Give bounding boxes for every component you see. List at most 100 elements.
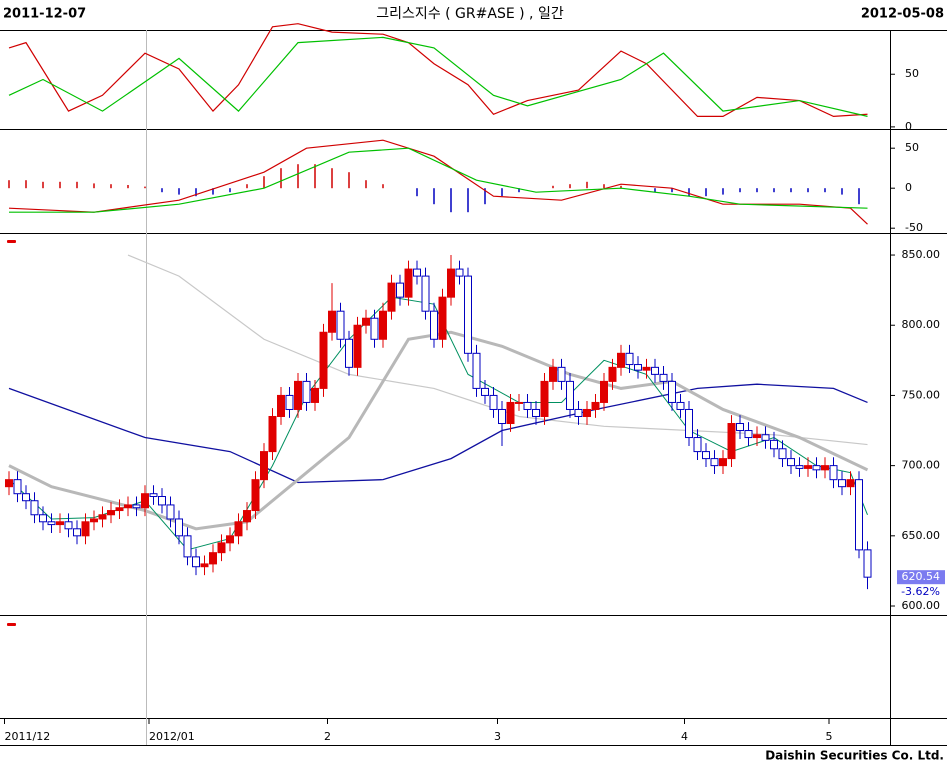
line [127, 254, 868, 446]
candle-body [404, 268, 413, 298]
candle-body [455, 268, 464, 277]
candle-body [583, 408, 591, 417]
candle-body [5, 479, 13, 488]
candle-body [30, 500, 39, 516]
chart-title: 그리스지수 ( GR#ASE ) , 일간 [376, 6, 564, 22]
candle-body [319, 331, 328, 389]
candle-body [90, 518, 98, 523]
candle-body [778, 448, 787, 460]
candle-body [591, 401, 600, 410]
candle-body [685, 408, 693, 439]
candle-body [345, 338, 353, 368]
candle-body [489, 394, 498, 410]
candle-body [795, 465, 804, 469]
candle-body [472, 352, 481, 389]
start-date: 2011-12-07 [3, 7, 86, 22]
x-tick-label: 3 [494, 730, 501, 743]
y-tick-label: 600.00 [902, 599, 941, 612]
candle-body [183, 535, 192, 558]
candle-body [209, 552, 217, 565]
candle-body [838, 479, 846, 488]
last-price: 620.54 [902, 570, 941, 583]
candle-body [251, 479, 260, 512]
candle-body [549, 366, 557, 382]
candle-body [56, 521, 64, 526]
candle-body [668, 380, 676, 403]
candle-body [107, 510, 115, 516]
candle-body [64, 521, 73, 530]
candle-body [226, 535, 234, 544]
candle-body [39, 514, 47, 523]
x-tick-label: 5 [826, 730, 833, 743]
candle-body [642, 366, 651, 371]
candle-body [753, 434, 761, 439]
candle-body [379, 310, 387, 340]
candle-body [13, 479, 22, 495]
candle-body [693, 437, 702, 453]
candle-body [124, 504, 132, 509]
candle-body [430, 310, 438, 340]
candle-body [115, 507, 124, 512]
candle-body [98, 514, 107, 520]
line [8, 139, 868, 225]
candle-body [736, 423, 744, 432]
x-tick-label: 2012/01 [149, 730, 195, 743]
candle-body [863, 549, 872, 578]
candle-body [149, 493, 158, 498]
candle-body [532, 408, 540, 417]
candle-body [846, 479, 855, 488]
end-date: 2012-05-08 [861, 7, 944, 22]
y-tick-label: -50 [905, 221, 923, 234]
line [9, 147, 868, 213]
y-tick-label: 0 [905, 120, 912, 133]
y-tick-label: 850.00 [902, 248, 941, 261]
candle-body [234, 521, 243, 537]
candle-body [617, 352, 625, 368]
candle-body [285, 394, 294, 410]
panel-frame [0, 30, 947, 746]
candle-body [413, 268, 421, 277]
line [8, 383, 868, 484]
candle-body [268, 415, 277, 453]
candle-body [158, 496, 166, 506]
candle-body [438, 296, 447, 340]
y-tick-label: 50 [905, 67, 919, 80]
candle-body [294, 380, 302, 410]
candle-body [336, 310, 345, 340]
candle-body [787, 458, 795, 467]
candle-body [812, 465, 821, 471]
line [8, 23, 868, 117]
legend-marker [7, 240, 16, 243]
candle-body [47, 521, 56, 526]
candle-body [277, 394, 285, 417]
candle-body [481, 387, 489, 396]
candle-body [744, 430, 753, 439]
candle-body [141, 493, 149, 509]
change-label: -3.62% [901, 585, 940, 598]
candle-body [311, 387, 319, 403]
candle-body [821, 465, 829, 471]
candle-body [676, 401, 685, 410]
line [8, 296, 868, 551]
candle-body [506, 401, 515, 425]
candle-body [370, 317, 379, 340]
candle-body [166, 504, 175, 520]
candle-body [804, 465, 812, 469]
candle-body [464, 275, 472, 354]
candle-body [217, 542, 226, 554]
candle-body [353, 324, 362, 368]
candle-body [855, 479, 863, 551]
x-tick-label: 4 [681, 730, 688, 743]
candle-body [727, 423, 736, 460]
candle-body [22, 493, 30, 502]
candle-body [81, 521, 90, 537]
candle-body [600, 380, 608, 403]
candle-body [608, 366, 617, 382]
x-tick-label: 2 [324, 730, 331, 743]
candle-body [710, 458, 719, 467]
candle-body [396, 282, 404, 298]
candle-body [719, 458, 727, 467]
candle-body [200, 563, 209, 568]
candle-body [515, 401, 523, 404]
